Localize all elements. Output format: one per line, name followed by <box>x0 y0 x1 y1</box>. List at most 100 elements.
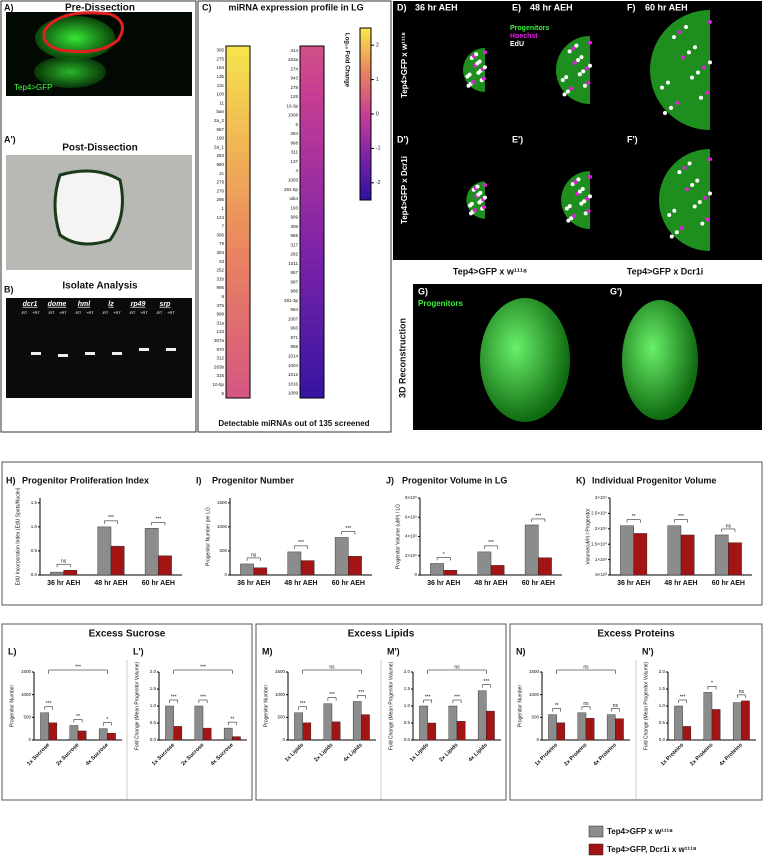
rt-label: -RT <box>75 310 82 315</box>
colorbar-step <box>360 148 371 152</box>
sig-bracket <box>198 699 208 703</box>
mirna-label: 375 <box>216 303 224 308</box>
heatmap-cell <box>226 336 250 346</box>
y-tick-label: 1500 <box>217 500 228 505</box>
x-tick-label: 1x Sucrose <box>151 742 176 767</box>
y-tick-label: 2.0 <box>150 669 157 674</box>
speck <box>692 204 697 209</box>
heatmap-cell <box>300 64 324 75</box>
colorbar-step <box>360 116 371 121</box>
mirna-label: 1014 <box>288 354 299 359</box>
x-tick-label: 1x Proteins <box>660 742 685 767</box>
x-tick-label: 36 hr AEH <box>47 580 80 587</box>
colorbar-step <box>360 150 371 155</box>
heatmap-cell <box>300 147 324 158</box>
y-tick-label: 0.0 <box>404 737 411 742</box>
heatmap-cell <box>226 292 250 302</box>
colorbar-tick-label: -1 <box>376 146 381 152</box>
speck <box>660 85 664 90</box>
y-axis-label: Progenitor Number <box>9 685 15 728</box>
colorbar-step <box>360 102 371 106</box>
sig-label: * <box>443 552 445 558</box>
panel-label: C) <box>202 2 212 12</box>
colorbar-step <box>360 67 371 72</box>
bar <box>97 526 112 576</box>
legend-label: Tep4>GFP x w¹¹¹⁸ <box>607 827 673 836</box>
colorbar-step <box>360 128 371 132</box>
bar <box>331 721 341 741</box>
sig-bracket <box>481 684 491 688</box>
y-tick-label: 0 <box>282 737 285 742</box>
panel-label: L') <box>133 646 144 656</box>
speck <box>672 208 677 213</box>
mirna-label: 317 <box>290 242 298 247</box>
bar <box>538 557 552 576</box>
speck <box>588 194 592 199</box>
panel-label: F') <box>627 134 638 144</box>
colorbar-label: Log₁₀ Fold Change <box>343 33 349 88</box>
mirna-label: 305 <box>216 48 224 53</box>
y-tick-label: 3×10⁴ <box>595 495 607 500</box>
x-tick-label: 1x Proteins <box>534 742 559 767</box>
group-title: Excess Lipids <box>348 629 415 640</box>
heatmap-cell <box>300 212 324 223</box>
colorbar-step <box>360 191 371 195</box>
panel-title: miRNA expression profile in LG <box>228 2 363 12</box>
heatmap-cell <box>226 142 250 152</box>
x-tick-label: 2x Proteins <box>563 742 588 767</box>
sig-bracket <box>423 699 433 703</box>
colorbar-step <box>360 85 371 89</box>
bar <box>334 537 349 576</box>
x-tick-label: 4x Lipids <box>343 742 364 763</box>
mirna-label: 279 <box>216 180 224 185</box>
mirna-label: 1016 <box>288 381 299 386</box>
row-label: Tep4>GFP x w¹¹¹⁸ <box>400 32 409 98</box>
heatmap-cell <box>300 92 324 102</box>
sig-label: *** <box>298 540 304 546</box>
panel-title: Progenitor Proliferation Index <box>22 475 149 485</box>
bar <box>443 569 458 576</box>
sig-label: *** <box>454 694 460 700</box>
y-tick-label: 1000 <box>217 524 228 529</box>
colorbar-step <box>360 64 371 69</box>
colorbar-step <box>360 153 371 158</box>
bar <box>110 545 125 576</box>
mirna-label: 13b <box>216 74 224 79</box>
speck <box>567 49 572 54</box>
colorbar-step <box>360 193 371 198</box>
speck <box>588 63 592 68</box>
sig-label: ** <box>230 716 234 722</box>
speck <box>690 182 695 187</box>
speck <box>569 86 574 91</box>
sig-label: ns <box>329 664 335 670</box>
sig-label: ns <box>726 523 732 529</box>
rt-label: -RT <box>156 310 163 315</box>
colorbar-step <box>360 188 371 192</box>
y-tick-label: 1×10⁴ <box>595 557 607 562</box>
heatmap-cell <box>226 46 250 56</box>
mirna-label: 943 <box>290 76 298 81</box>
colorbar-step <box>360 59 371 63</box>
legend-label: Tep4>GFP, Dcr1i x w¹¹¹⁸ <box>607 845 697 854</box>
colorbar-step <box>360 73 371 78</box>
bar <box>732 702 742 741</box>
colorbar-step <box>360 133 371 138</box>
y-axis-label: Progenitor Number <box>517 685 523 728</box>
panel-label: E) <box>512 2 521 12</box>
gel-band <box>58 354 68 357</box>
colorbar-step <box>360 110 371 115</box>
speck <box>672 35 676 40</box>
colorbar-step <box>360 196 371 201</box>
sig-label: ** <box>632 514 636 520</box>
colorbar-step <box>360 93 371 98</box>
speck <box>571 46 575 51</box>
tissue-image <box>556 36 590 104</box>
speck <box>685 187 690 192</box>
panel-title: Pre-Dissection <box>65 3 135 14</box>
colorbar-step <box>360 130 371 135</box>
bar <box>63 569 78 576</box>
heatmap-cell <box>300 240 324 251</box>
y-tick-label: 0 <box>414 572 417 577</box>
speck <box>564 206 569 211</box>
sig-bracket <box>302 669 362 674</box>
